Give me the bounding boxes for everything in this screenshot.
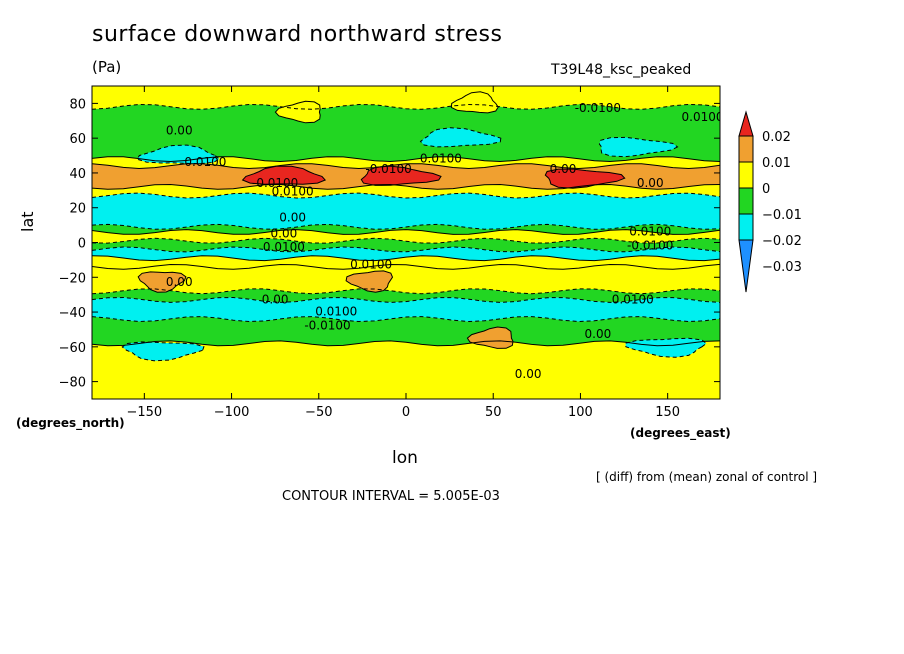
contour-label: 0.0100 — [272, 185, 314, 199]
contour-line — [92, 288, 720, 295]
contour-line — [92, 192, 720, 199]
band-fill — [92, 193, 720, 230]
chart-units: (Pa) — [92, 58, 122, 76]
contour-line — [92, 263, 720, 270]
x-tick-label: 50 — [485, 405, 502, 420]
contour-label: 0.00 — [166, 275, 193, 289]
x-tick-label: −100 — [214, 405, 250, 420]
x-tick-label: −150 — [126, 405, 162, 420]
colorbar-label: −0.02 — [762, 234, 802, 249]
contour-interval: CONTOUR INTERVAL = 5.005E-03 — [282, 489, 500, 504]
colorbar-label: 0.01 — [762, 156, 791, 171]
contour-line — [92, 163, 720, 170]
colorbar-label: −0.01 — [762, 208, 802, 223]
band-fill — [92, 297, 720, 322]
contour-label: 0.00 — [166, 124, 193, 138]
contour-line — [92, 229, 720, 235]
x-axis-unit: (degrees_east) — [630, 426, 731, 440]
contour-label: 0.0100 — [420, 152, 462, 166]
patch-fill — [419, 127, 502, 148]
contour-label: -0.0100 — [365, 162, 411, 176]
contour-label: 0.0100 — [315, 305, 357, 319]
patch-fill — [241, 165, 327, 185]
band-fill — [92, 238, 720, 252]
colorbar-segment — [738, 135, 754, 163]
contour-label: 0.00 — [550, 162, 577, 176]
band-fill — [92, 316, 720, 346]
contour-label: -0.0100 — [252, 176, 298, 190]
contour-label: 0.00 — [279, 211, 306, 225]
contour-label: -0.0100 — [575, 101, 621, 115]
band-fill — [92, 264, 720, 294]
y-tick-label: 60 — [69, 132, 86, 147]
contour-label: -0.0100 — [627, 238, 673, 252]
experiment-label: T39L48_ksc_peaked — [551, 62, 692, 78]
x-tick-label: 100 — [568, 405, 593, 420]
contour-label: 0.0100 — [184, 155, 226, 169]
band-fill — [92, 229, 720, 244]
patch-fill — [121, 341, 205, 362]
contour-label: -0.0100 — [304, 318, 350, 332]
patch-fill — [624, 337, 708, 358]
contour-line — [92, 183, 720, 190]
colorbar-segment — [738, 110, 754, 137]
contour-line — [92, 316, 720, 323]
contour-line — [92, 156, 720, 163]
y-tick-label: 40 — [69, 167, 86, 182]
patch-fill — [466, 326, 514, 349]
contour-label: 0.00 — [585, 327, 612, 341]
x-axis-label: lon — [392, 448, 418, 468]
band-fill — [92, 184, 720, 198]
band-fill — [92, 104, 720, 162]
contour-label: 0.0100 — [350, 258, 392, 272]
contour-label: 0.0100 — [682, 110, 724, 124]
colorbar-label: 0.02 — [762, 130, 791, 145]
x-tick-label: −50 — [305, 405, 332, 420]
contour-line — [92, 296, 720, 303]
contour-label: 0.0100 — [612, 292, 654, 306]
band-fill — [92, 255, 720, 270]
contour-line — [92, 103, 720, 110]
colorbar-label: 0 — [762, 182, 770, 197]
contour-label: 0.00 — [637, 176, 664, 190]
band-fill — [92, 156, 720, 169]
contour-label: 0.00 — [262, 292, 289, 306]
y-tick-label: −20 — [59, 271, 86, 286]
contour-line — [92, 255, 720, 262]
colorbar-segment — [738, 161, 754, 189]
colorbar-label: −0.03 — [762, 260, 802, 275]
patch-fill — [598, 136, 679, 158]
diff-note: [ (diff) from (mean) zonal of control ] — [596, 470, 818, 484]
contour-line — [92, 223, 720, 230]
contour-label: 0.00 — [271, 226, 298, 240]
contour-label: 0.0100 — [263, 240, 305, 254]
patch-fill — [137, 271, 187, 293]
chart-title: surface downward northward stress — [92, 22, 503, 47]
contour-line — [92, 237, 720, 244]
y-tick-label: 80 — [69, 97, 86, 112]
colorbar-segment — [738, 239, 754, 293]
y-tick-label: 20 — [69, 202, 86, 217]
contour-label: 0.0100 — [629, 225, 671, 239]
x-tick-label: 150 — [655, 405, 680, 420]
y-tick-label: −80 — [59, 376, 86, 391]
contour-line — [92, 340, 720, 347]
y-tick-label: 0 — [78, 237, 86, 252]
band-fill — [92, 86, 720, 110]
band-fill — [92, 247, 720, 261]
patch-fill — [360, 165, 442, 186]
band-fill — [92, 340, 720, 399]
colorbar-segment — [738, 213, 754, 241]
patch-fill — [274, 100, 321, 124]
colorbar-segment — [738, 187, 754, 215]
y-tick-label: −60 — [59, 341, 86, 356]
contour-line — [92, 246, 720, 253]
x-tick-label: 0 — [402, 405, 410, 420]
contour-label: 0.00 — [515, 367, 542, 381]
y-tick-label: −40 — [59, 306, 86, 321]
y-axis-unit: (degrees_north) — [16, 416, 125, 430]
patch-fill — [450, 91, 499, 114]
patch-fill — [345, 270, 394, 293]
